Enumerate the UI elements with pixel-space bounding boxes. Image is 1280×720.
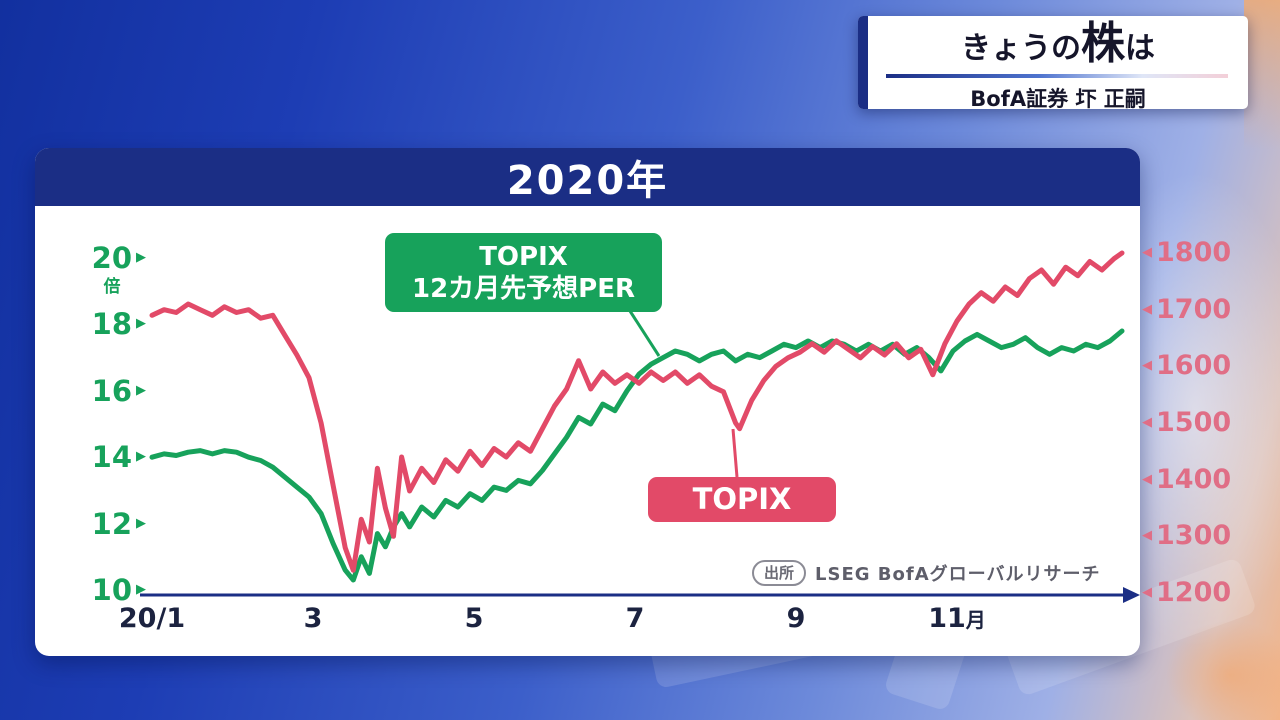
left-tick-arrow-icon: ▶ <box>136 582 146 597</box>
right-tick-arrow-icon: ◀ <box>1142 245 1152 260</box>
left-axis-tick: 12 ▶ <box>91 506 146 541</box>
program-title-pre: きょうの <box>961 31 1081 66</box>
program-title: きょうの株は <box>868 20 1248 73</box>
topix-series-label: TOPIX <box>648 477 836 522</box>
x-axis-label: 9 <box>786 603 806 634</box>
warm-accent-top-right <box>1244 0 1280 150</box>
left-axis-tick: 20 ▶ <box>91 241 146 275</box>
per-series-label: TOPIX 12カ月先予想PER <box>385 233 662 312</box>
right-axis-tick: ◀ 1600 <box>1142 348 1234 384</box>
right-tick-arrow-icon: ◀ <box>1142 301 1152 317</box>
program-title-card: きょうの株は BofA証券 圷 正嗣 <box>858 16 1248 109</box>
x-axis-label: 11月 <box>928 603 986 634</box>
right-tick-arrow-icon: ◀ <box>1142 358 1152 374</box>
program-title-emphasis: 株 <box>1081 18 1125 69</box>
right-axis-tick: ◀ 1400 <box>1142 462 1234 498</box>
left-tick-arrow-icon: ▶ <box>136 382 146 398</box>
left-tick-arrow-icon: ▶ <box>136 449 146 465</box>
program-title-post: は <box>1125 31 1155 66</box>
left-axis-tick: 18 ▶ <box>91 307 146 342</box>
x-axis-label: 5 <box>464 603 484 634</box>
per-series-label-line2: 12カ月先予想PER <box>411 273 636 304</box>
chart-year-title: 2020年 <box>506 158 669 204</box>
right-axis-tick: ◀ 1500 <box>1142 405 1234 441</box>
source-text: LSEG BofAグローバルリサーチ <box>815 564 1101 585</box>
left-axis-tick: 16 ▶ <box>91 373 146 408</box>
right-tick-arrow-icon: ◀ <box>1142 528 1152 544</box>
left-tick-arrow-icon: ▶ <box>136 316 146 332</box>
x-axis-label: 7 <box>625 603 645 634</box>
right-axis-tick: ◀ 1800 <box>1142 235 1234 271</box>
left-axis-tick: 10 ▶ <box>91 573 146 607</box>
program-title-accent-bar <box>858 16 868 109</box>
left-tick-arrow-icon: ▶ <box>136 515 146 531</box>
warm-accent-bottom-right <box>1165 620 1280 720</box>
right-tick-arrow-icon: ◀ <box>1142 471 1152 487</box>
chart-year-header: 2020年 <box>35 148 1140 206</box>
source-pill: 出所 <box>752 560 807 586</box>
right-axis-tick: ◀ 1300 <box>1142 518 1234 554</box>
right-axis-tick: ◀ 1700 <box>1142 292 1234 328</box>
x-axis-label: 20/1 <box>118 603 186 634</box>
right-axis-tick: ◀ 1200 <box>1142 575 1234 611</box>
left-axis-tick: 14 ▶ <box>91 440 146 475</box>
right-tick-arrow-icon: ◀ <box>1142 415 1152 430</box>
left-tick-arrow-icon: ▶ <box>136 250 146 265</box>
left-axis-unit: 倍 <box>103 277 121 297</box>
presenter-name: BofA証券 圷 正嗣 <box>970 87 1146 109</box>
title-divider <box>886 74 1228 78</box>
per-series-label-line1: TOPIX <box>479 241 568 272</box>
x-axis-label: 3 <box>303 603 323 634</box>
source-attribution: 出所 LSEG BofAグローバルリサーチ <box>752 560 1100 586</box>
right-tick-arrow-icon: ◀ <box>1142 585 1152 600</box>
